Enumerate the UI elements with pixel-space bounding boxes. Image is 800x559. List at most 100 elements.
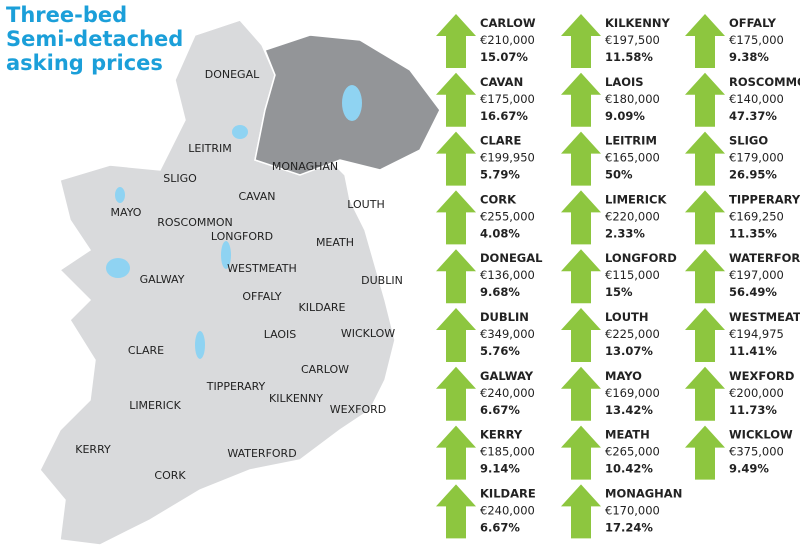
county-price: €255,000 bbox=[480, 209, 535, 223]
up-arrow bbox=[685, 425, 725, 480]
county-change: 9.68% bbox=[480, 285, 520, 299]
county-change: 13.42% bbox=[605, 403, 653, 417]
county-name: TIPPERARY bbox=[729, 192, 800, 206]
county-entry: MEATH €265,000 10.42% bbox=[561, 425, 660, 480]
map-label: LONGFORD bbox=[211, 230, 273, 243]
county-price: €200,000 bbox=[729, 386, 784, 400]
county-change: 26.95% bbox=[729, 168, 777, 182]
county-price: €265,000 bbox=[605, 445, 660, 459]
county-entry: GALWAY €240,000 6.67% bbox=[436, 366, 535, 421]
county-price: €197,000 bbox=[729, 268, 784, 282]
county-change: 15.07% bbox=[480, 50, 528, 64]
county-price: €210,000 bbox=[480, 33, 535, 47]
county-price: €140,000 bbox=[729, 92, 784, 106]
county-price: €194,975 bbox=[729, 327, 784, 341]
map-label: MAYO bbox=[111, 206, 142, 219]
county-price: €179,000 bbox=[729, 151, 784, 165]
county-entry: KILKENNY €197,500 11.58% bbox=[561, 14, 671, 68]
up-arrow bbox=[436, 366, 476, 421]
county-price: €225,000 bbox=[605, 327, 660, 341]
county-change: 5.79% bbox=[480, 168, 520, 182]
up-arrow bbox=[436, 308, 476, 362]
county-entry: WESTMEATH €194,975 11.41% bbox=[685, 308, 800, 362]
county-price: €220,000 bbox=[605, 209, 660, 223]
map-label: WESTMEATH bbox=[227, 262, 297, 275]
county-entry: LEITRIM €165,000 50% bbox=[561, 131, 660, 186]
lake bbox=[232, 125, 248, 139]
county-name: GALWAY bbox=[480, 369, 534, 383]
up-arrow bbox=[436, 14, 476, 68]
county-price: €180,000 bbox=[605, 92, 660, 106]
up-arrow bbox=[685, 366, 725, 421]
county-name: OFFALY bbox=[729, 16, 777, 30]
lake bbox=[106, 258, 130, 278]
map-label: OFFALY bbox=[242, 290, 281, 303]
county-price: €169,250 bbox=[729, 209, 784, 223]
county-entry: KILDARE €240,000 6.67% bbox=[436, 484, 536, 539]
map-label: CARLOW bbox=[301, 363, 349, 376]
county-name: WICKLOW bbox=[729, 428, 793, 442]
county-entry: TIPPERARY €169,250 11.35% bbox=[685, 190, 800, 245]
county-entry: WEXFORD €200,000 11.73% bbox=[685, 366, 794, 421]
up-arrow bbox=[561, 190, 601, 245]
county-change: 11.73% bbox=[729, 403, 777, 417]
county-name: KERRY bbox=[480, 428, 523, 442]
county-price: €240,000 bbox=[480, 503, 535, 517]
county-price: €175,000 bbox=[729, 33, 784, 47]
county-name: KILKENNY bbox=[605, 16, 671, 30]
map-label: LOUTH bbox=[347, 198, 384, 211]
up-arrow bbox=[436, 425, 476, 480]
county-price: €375,000 bbox=[729, 445, 784, 459]
county-change: 11.41% bbox=[729, 344, 777, 358]
county-change: 9.38% bbox=[729, 50, 769, 64]
map-label: KILKENNY bbox=[269, 392, 323, 405]
county-entry: LOUTH €225,000 13.07% bbox=[561, 308, 660, 362]
county-change: 9.09% bbox=[605, 109, 645, 123]
county-entry: ROSCOMMON €140,000 47.37% bbox=[685, 72, 800, 127]
title: asking prices bbox=[6, 51, 163, 75]
up-arrow bbox=[685, 131, 725, 186]
up-arrow bbox=[561, 425, 601, 480]
county-price: €165,000 bbox=[605, 151, 660, 165]
county-entry: DUBLIN €349,000 5.76% bbox=[436, 308, 535, 362]
map bbox=[39, 19, 441, 546]
up-arrow bbox=[561, 249, 601, 304]
lake bbox=[221, 241, 231, 269]
map-label: LAOIS bbox=[264, 328, 297, 341]
up-arrow bbox=[561, 484, 601, 539]
county-entry: CAVAN €175,000 16.67% bbox=[436, 72, 535, 127]
county-change: 50% bbox=[605, 168, 633, 182]
county-price: €197,500 bbox=[605, 33, 660, 47]
county-name: WEXFORD bbox=[729, 369, 794, 383]
title: Semi-detached bbox=[6, 27, 183, 51]
county-price: €349,000 bbox=[480, 327, 535, 341]
county-name: LONGFORD bbox=[605, 251, 677, 265]
county-change: 56.49% bbox=[729, 285, 777, 299]
lakes bbox=[106, 85, 362, 359]
lake bbox=[115, 187, 125, 203]
county-entry: LIMERICK €220,000 2.33% bbox=[561, 190, 667, 245]
map-label: KILDARE bbox=[299, 301, 346, 314]
county-name: LOUTH bbox=[605, 310, 649, 324]
up-arrow bbox=[561, 366, 601, 421]
map-label: TIPPERARY bbox=[206, 380, 266, 393]
county-name: CARLOW bbox=[480, 16, 536, 30]
county-entry: MONAGHAN €170,000 17.24% bbox=[561, 484, 682, 539]
up-arrow bbox=[436, 484, 476, 539]
map-label: WATERFORD bbox=[227, 447, 296, 460]
county-price: €115,000 bbox=[605, 268, 660, 282]
county-change: 9.14% bbox=[480, 462, 520, 476]
county-change: 15% bbox=[605, 285, 633, 299]
up-arrow bbox=[685, 249, 725, 304]
county-entry: CLARE €199,950 5.79% bbox=[436, 131, 535, 186]
county-name: MAYO bbox=[605, 369, 642, 383]
up-arrow bbox=[561, 72, 601, 127]
county-change: 9.49% bbox=[729, 462, 769, 476]
map-label: WEXFORD bbox=[330, 403, 386, 416]
map-label: ROSCOMMON bbox=[157, 216, 233, 229]
county-price: €199,950 bbox=[480, 151, 535, 165]
county-change: 5.76% bbox=[480, 344, 520, 358]
county-name: SLIGO bbox=[729, 134, 768, 148]
county-name: WESTMEATH bbox=[729, 310, 800, 324]
county-change: 2.33% bbox=[605, 226, 645, 240]
